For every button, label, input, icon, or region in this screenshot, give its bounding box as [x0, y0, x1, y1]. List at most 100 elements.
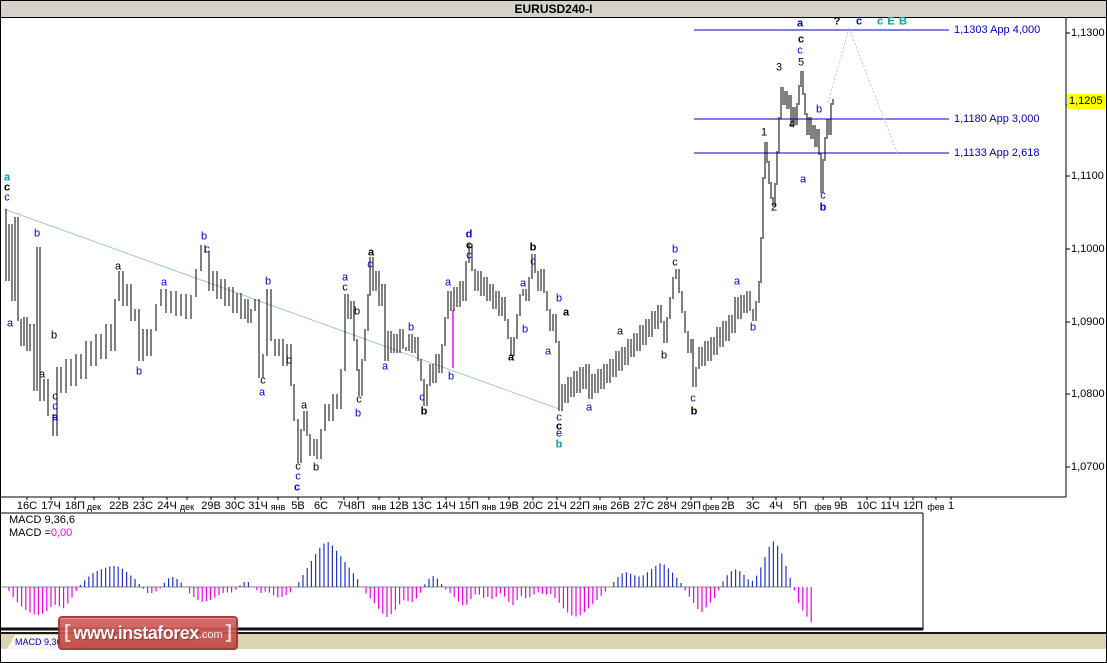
wave-label: b: [555, 292, 563, 305]
wave-label: b: [354, 407, 362, 420]
watermark-url: www.instaforex: [73, 622, 199, 643]
x-axis-date-label: 22В: [109, 500, 129, 512]
wave-label: c: [820, 189, 826, 202]
wave-label: a: [114, 260, 122, 273]
wave-label: E: [887, 15, 895, 28]
wave-label: c: [3, 181, 11, 194]
wave-label: a: [160, 276, 168, 289]
wave-label: b: [447, 370, 455, 383]
wave-label: 4: [788, 118, 796, 131]
x-axis-date-label: 30С: [224, 500, 246, 512]
wave-label: c: [556, 411, 562, 424]
y-axis-tick-label: 1,0800: [1071, 388, 1105, 400]
x-axis-date-label: 27С: [633, 500, 655, 512]
wave-label: c: [855, 15, 863, 28]
wave-label: b: [312, 461, 320, 474]
wave-label: b: [660, 349, 668, 362]
level-label: 1,1133 App 2,618: [954, 147, 1040, 159]
x-axis-date-label: 2В: [721, 500, 735, 512]
x-axis-date-label: янв: [592, 502, 608, 512]
wave-label: c: [466, 249, 472, 262]
x-axis-date-label: фев: [927, 502, 945, 512]
macd-value-label: MACD =0,00: [9, 527, 72, 539]
instaforex-watermark[interactable]: [www.instaforex .com]: [58, 616, 238, 650]
wave-label: a: [799, 173, 807, 186]
x-axis-date-label: 4Ч: [769, 500, 783, 512]
wave-label: a: [3, 171, 11, 184]
trendline-and-projections: [3, 27, 899, 410]
wave-label: a: [51, 411, 59, 424]
x-axis-date-label: 11Ч: [880, 500, 900, 512]
x-axis-date-label: 24Ч: [157, 500, 177, 512]
wave-label: c: [342, 281, 348, 294]
x-axis-date-label: 22П: [569, 500, 591, 512]
wave-label: c: [690, 392, 696, 405]
wave-label: 1: [760, 126, 768, 139]
wave-label: b: [285, 354, 293, 367]
wave-label: b: [815, 103, 823, 116]
x-axis-date-label: 29В: [201, 500, 221, 512]
wave-label: b: [555, 438, 563, 451]
x-axis-date-label: фев: [814, 502, 832, 512]
fib-level-lines: [694, 29, 949, 154]
watermark-tld: .com: [198, 629, 223, 641]
bracket-right: ]: [225, 622, 232, 643]
window-title: EURUSD240-I: [1, 0, 1106, 18]
wave-label: a: [562, 306, 570, 319]
wave-label: c: [367, 258, 373, 271]
x-axis-date-label: дек: [86, 502, 102, 512]
wave-label: a: [258, 386, 266, 399]
y-axis-tick-label: 1,0700: [1071, 461, 1105, 473]
bracket-left: [: [64, 622, 71, 643]
wave-label: c: [797, 44, 803, 57]
x-axis-date-label: 9В: [834, 500, 848, 512]
x-axis-date-label: 13С: [411, 500, 433, 512]
wave-label: 3: [775, 61, 783, 74]
wave-label: b: [200, 230, 208, 243]
level-label: 1,1180 App 3,000: [954, 113, 1040, 125]
wave-label: c: [797, 33, 805, 46]
wave-label: a: [38, 368, 46, 381]
wave-label: a: [585, 401, 593, 414]
x-axis-date-label: 15П: [458, 500, 480, 512]
x-axis-date-label: 20С: [522, 500, 544, 512]
x-axis-date-label: 18П: [64, 500, 86, 512]
wave-label: c: [530, 255, 536, 268]
level-label: 1,1303 App 4,000: [954, 24, 1041, 36]
x-axis-date-label: 31Ч: [248, 500, 268, 512]
y-axis-tick-label: 1,1300: [1071, 27, 1105, 39]
wave-label: ?: [833, 15, 841, 28]
wave-label: a: [733, 275, 741, 288]
wave-label: B: [899, 15, 907, 28]
wave-label: a: [507, 351, 515, 364]
x-axis-date-label: фев: [702, 502, 720, 512]
macd-settings-label: MACD 9,36,6: [9, 514, 76, 526]
wave-label: b: [749, 321, 757, 334]
wave-label: b: [33, 227, 41, 240]
wave-label: c: [52, 390, 58, 403]
x-axis-date-label: янв: [270, 502, 286, 512]
wave-label: b: [353, 305, 361, 318]
wave-label: b: [407, 321, 415, 334]
x-axis-date-label: 29П: [680, 500, 702, 512]
wave-label: c: [356, 393, 362, 406]
x-axis-date-label: 1: [947, 500, 955, 512]
x-axis-date-label: 17Ч: [41, 500, 61, 512]
wave-label: a: [300, 399, 308, 412]
wave-label: a: [444, 276, 452, 289]
wave-label: b: [529, 241, 537, 254]
wave-label: 5: [797, 56, 805, 69]
wave-label: c: [876, 15, 884, 28]
wave-label: c: [4, 191, 10, 204]
wave-label: a: [381, 360, 389, 373]
axes-group: [1, 17, 1070, 500]
x-axis-date-label: 5П: [792, 500, 808, 512]
wave-label: e: [555, 427, 563, 440]
wave-label: d: [465, 228, 473, 241]
wave-label: c: [260, 374, 266, 387]
x-axis-date-label: 16С: [16, 500, 38, 512]
x-axis-date-label: 8П: [350, 500, 366, 512]
wave-label: b: [671, 243, 679, 256]
wave-label: a: [796, 17, 804, 30]
